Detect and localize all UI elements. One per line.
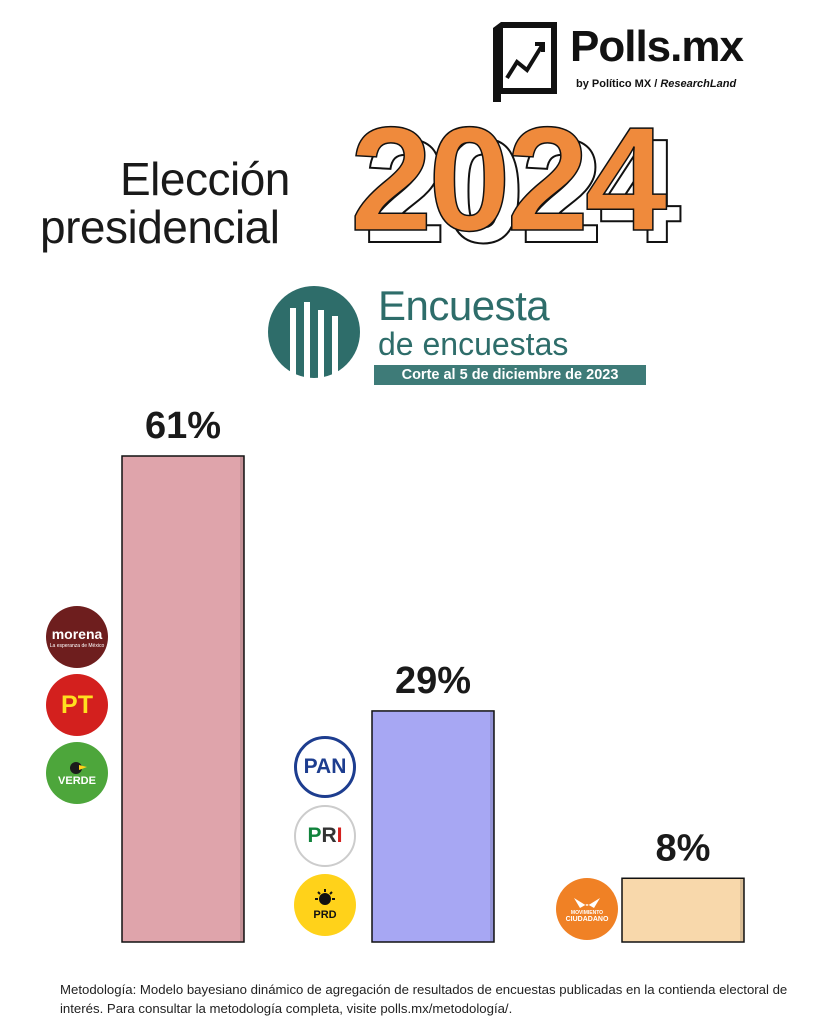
survey-date-badge: Corte al 5 de diciembre de 2023 bbox=[374, 365, 646, 385]
year-title: 2024 2024 bbox=[349, 108, 686, 258]
mc-logo-line-1: MOVIMIENTO bbox=[570, 909, 604, 916]
byline-partner: ResearchLand bbox=[660, 78, 737, 90]
pt-logo: PT bbox=[46, 674, 108, 736]
bar-pan-pri-prd bbox=[371, 710, 495, 943]
bar-morena-pt-verde bbox=[121, 455, 245, 943]
year-outline: 2024 bbox=[364, 109, 681, 258]
pan-logo: PAN bbox=[294, 736, 356, 798]
morena-logo: morena La esperanza de México bbox=[46, 606, 108, 668]
methodology-note: Metodología: Modelo bayesiano dinámico d… bbox=[60, 982, 788, 1016]
bar-movimiento-ciudadano bbox=[621, 877, 745, 943]
sun-icon bbox=[315, 889, 335, 905]
bar-movimiento-ciudadano-label: 8% bbox=[656, 827, 711, 869]
pri-letter-i: I bbox=[336, 824, 343, 847]
prd-logo: PRD bbox=[294, 874, 356, 936]
pri-logo: P R I bbox=[294, 805, 356, 867]
survey-title: Encuesta bbox=[378, 282, 550, 329]
byline-prefix: by Político MX / bbox=[576, 78, 658, 90]
bar-morena-pt-verde-edge bbox=[240, 457, 244, 941]
movimiento-ciudadano-logo: MOVIMIENTO CIUDADANO bbox=[556, 878, 618, 940]
morena-logo-tagline: La esperanza de México bbox=[49, 642, 105, 649]
pri-letter-r: R bbox=[321, 824, 337, 847]
title-line-2: presidencial bbox=[40, 201, 280, 253]
bar-pan-pri-prd-edge bbox=[490, 711, 494, 941]
verde-logo-text: VERDE bbox=[58, 775, 96, 787]
bar-movimiento-ciudadano-edge bbox=[740, 879, 744, 941]
prd-logo-text: PRD bbox=[313, 909, 337, 921]
mc-logo-line-2: CIUDADANO bbox=[565, 915, 609, 923]
brand-name: Polls.mx bbox=[570, 22, 744, 71]
title-line-1: Elección bbox=[120, 153, 290, 205]
survey-subtitle: de encuestas bbox=[378, 326, 569, 362]
bar-morena-pt-verde-label: 61% bbox=[145, 405, 221, 447]
verde-logo: VERDE bbox=[46, 742, 108, 804]
pt-logo-text: PT bbox=[61, 690, 93, 719]
bar-pan-pri-prd-label: 29% bbox=[395, 660, 471, 702]
survey-bars-icon bbox=[268, 286, 360, 378]
morena-logo-text: morena bbox=[51, 625, 103, 642]
year-text: 2024 bbox=[350, 108, 667, 258]
vote-share-chart: 61% 29% 8% bbox=[121, 405, 745, 943]
toucan-icon bbox=[70, 762, 87, 774]
pan-logo-text: PAN bbox=[303, 755, 347, 778]
polls-logo-icon bbox=[493, 22, 557, 102]
pri-letter-p: P bbox=[307, 824, 322, 847]
brand-byline: by Político MX / ResearchLand bbox=[576, 78, 736, 90]
eagle-icon bbox=[574, 897, 600, 908]
